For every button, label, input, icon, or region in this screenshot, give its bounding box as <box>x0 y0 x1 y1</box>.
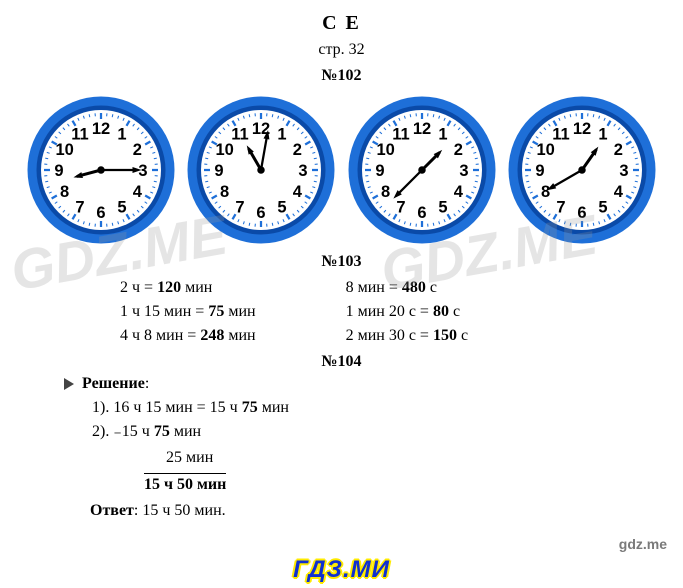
solution-label-row: Решение: <box>64 375 663 393</box>
svg-text:3: 3 <box>299 162 308 180</box>
solution-line-2: 2). ₋15 ч 75 мин <box>92 421 663 441</box>
svg-text:7: 7 <box>236 198 245 216</box>
svg-text:11: 11 <box>392 126 409 144</box>
svg-text:10: 10 <box>376 141 394 159</box>
svg-text:1: 1 <box>117 126 126 144</box>
svg-text:11: 11 <box>232 126 249 144</box>
solution-label: Решение: <box>82 375 149 393</box>
header-partial: С Е <box>20 12 663 35</box>
subtraction-box: 25 мин 15 ч 50 мин <box>144 445 226 494</box>
clock-1: 123456789101112 <box>26 95 176 245</box>
clock-face: 123456789101112 <box>347 95 497 245</box>
svg-text:2: 2 <box>614 141 623 159</box>
svg-text:12: 12 <box>412 120 430 138</box>
task-104-body: Решение: 1). 16 ч 15 мин = 15 ч 75 мин 2… <box>64 375 663 520</box>
svg-text:9: 9 <box>375 162 384 180</box>
svg-text:4: 4 <box>133 183 143 201</box>
svg-text:6: 6 <box>96 204 105 222</box>
svg-text:3: 3 <box>619 162 628 180</box>
svg-text:9: 9 <box>215 162 224 180</box>
answer-line: Ответ: 15 ч 50 мин. <box>90 502 663 520</box>
svg-text:5: 5 <box>438 198 447 216</box>
svg-text:10: 10 <box>55 141 73 159</box>
svg-text:8: 8 <box>220 183 229 201</box>
svg-text:2: 2 <box>453 141 462 159</box>
equation-line: 8 мин = 480 с <box>346 279 468 297</box>
svg-text:3: 3 <box>138 162 147 180</box>
clocks-row: 1234567891011121234567891011121234567891… <box>26 95 657 245</box>
clock-4: 123456789101112 <box>507 95 657 245</box>
svg-text:5: 5 <box>598 198 607 216</box>
equation-line: 4 ч 8 мин = 248 мин <box>120 327 256 345</box>
svg-text:2: 2 <box>293 141 302 159</box>
svg-text:1: 1 <box>598 126 607 144</box>
equation-line: 1 мин 20 с = 80 с <box>346 303 468 321</box>
bullet-arrow-icon <box>64 378 74 390</box>
svg-text:5: 5 <box>278 198 287 216</box>
svg-text:7: 7 <box>75 198 84 216</box>
svg-text:9: 9 <box>54 162 63 180</box>
solution-lines: 1). 16 ч 15 мин = 15 ч 75 мин 2). ₋15 ч … <box>92 399 663 494</box>
svg-text:12: 12 <box>92 120 110 138</box>
page-ref: стр. 32 <box>20 41 663 59</box>
svg-text:1: 1 <box>278 126 287 144</box>
svg-text:6: 6 <box>417 204 426 222</box>
subtraction-result: 15 ч 50 мин <box>144 473 226 494</box>
svg-text:6: 6 <box>577 204 586 222</box>
subtrahend: 25 мин <box>144 449 226 469</box>
svg-text:8: 8 <box>541 183 550 201</box>
svg-text:12: 12 <box>573 120 591 138</box>
equations-left-col: 2 ч = 120 мин 1 ч 15 мин = 75 мин 4 ч 8 ми… <box>120 279 256 345</box>
svg-text:7: 7 <box>396 198 405 216</box>
equation-line: 2 мин 30 с = 150 с <box>346 327 468 345</box>
solution-line-1: 1). 16 ч 15 мин = 15 ч 75 мин <box>92 399 663 417</box>
svg-text:11: 11 <box>71 126 88 144</box>
page: С Е стр. 32 №102 12345678910111212345678… <box>0 0 683 588</box>
svg-text:11: 11 <box>552 126 569 144</box>
svg-text:6: 6 <box>257 204 266 222</box>
svg-text:4: 4 <box>614 183 624 201</box>
svg-text:10: 10 <box>216 141 234 159</box>
clock-3: 123456789101112 <box>347 95 497 245</box>
footer-watermark-small: gdz.me <box>619 536 667 552</box>
task-number-103: №103 <box>20 253 663 271</box>
clock-face: 123456789101112 <box>186 95 336 245</box>
svg-text:8: 8 <box>60 183 69 201</box>
task-number-104: №104 <box>20 353 663 371</box>
footer-logo: ГДЗ.МИ <box>0 556 683 584</box>
clock-face: 123456789101112 <box>26 95 176 245</box>
clock-face: 123456789101112 <box>507 95 657 245</box>
equation-line: 1 ч 15 мин = 75 мин <box>120 303 256 321</box>
svg-text:7: 7 <box>556 198 565 216</box>
svg-text:9: 9 <box>535 162 544 180</box>
svg-text:4: 4 <box>453 183 463 201</box>
clock-2: 123456789101112 <box>186 95 336 245</box>
svg-text:5: 5 <box>117 198 126 216</box>
svg-text:4: 4 <box>293 183 303 201</box>
equations-103: 2 ч = 120 мин 1 ч 15 мин = 75 мин 4 ч 8 ми… <box>120 279 663 345</box>
svg-text:2: 2 <box>133 141 142 159</box>
svg-text:1: 1 <box>438 126 447 144</box>
equations-right-col: 8 мин = 480 с 1 мин 20 с = 80 с 2 мин 30 с… <box>346 279 468 345</box>
equation-line: 2 ч = 120 мин <box>120 279 256 297</box>
svg-text:8: 8 <box>381 183 390 201</box>
svg-text:3: 3 <box>459 162 468 180</box>
task-number-102: №102 <box>20 67 663 85</box>
svg-text:10: 10 <box>536 141 554 159</box>
